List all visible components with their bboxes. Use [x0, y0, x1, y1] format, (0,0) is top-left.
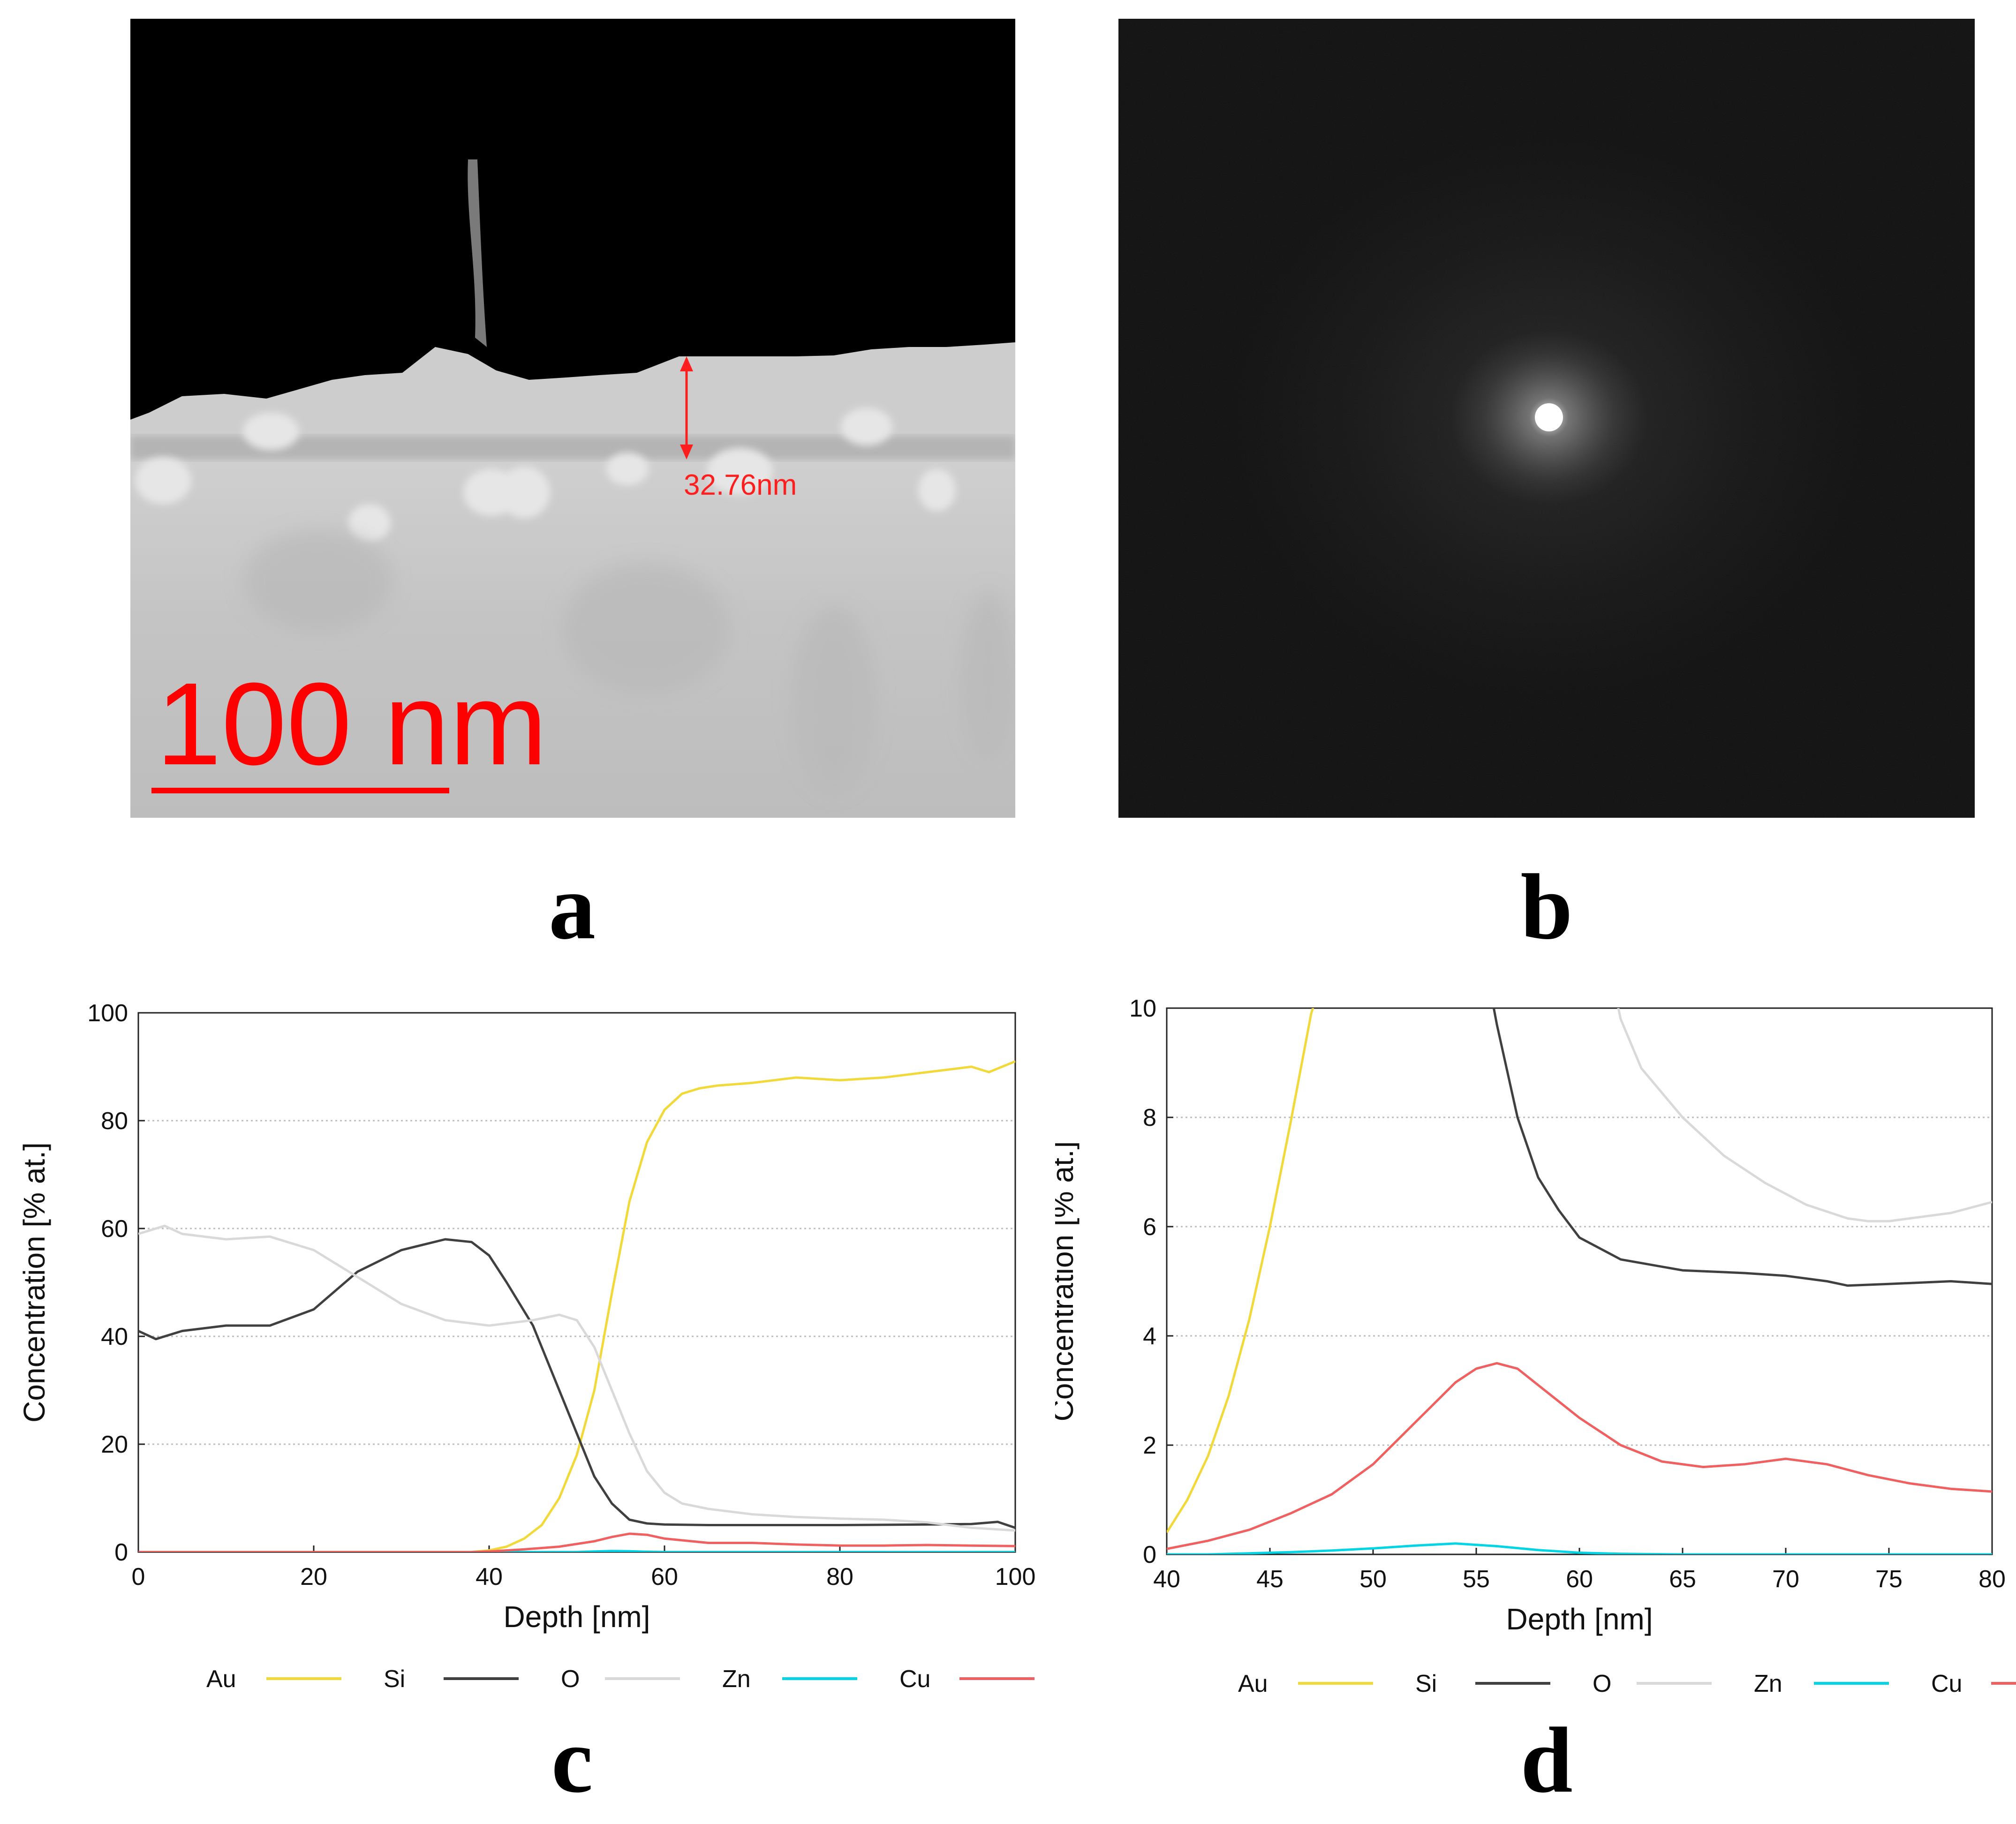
panel-c: 0 20 40 60 80 100 0 20 40 60 80 100 Depth [nm] Concen… [0, 966, 1055, 1716]
legend-label-cu: Cu [1931, 1670, 1962, 1697]
panel-d: 0 2 4 6 8 10 40 45 50 55 60 65 70 75 80 Depth [nm] Conce… [1046, 966, 2016, 1716]
chart-c: 0 20 40 60 80 100 0 20 40 60 80 100 Depth [nm] Concen… [17, 1000, 1036, 1693]
chart-d: 0 2 4 6 8 10 40 45 50 55 60 65 70 75 80 Depth [nm] Conce… [1046, 995, 2016, 1697]
series-line-o [138, 1224, 1015, 1532]
panel-label-a: a [549, 855, 596, 959]
panel-a: 32.76nm 100 nm [130, 19, 1017, 818]
series-line-au [1167, 1008, 1314, 1533]
x-axis-label: Depth [nm] [503, 1600, 650, 1634]
x-tick-label: 75 [1875, 1566, 1903, 1593]
x-tick-label: 80 [1978, 1566, 2006, 1593]
series-line-zn [1167, 1542, 1992, 1554]
x-tick-label: 55 [1463, 1566, 1490, 1593]
legend-label-au: Au [1238, 1670, 1268, 1697]
plot-frame [137, 1012, 1016, 1553]
panel-label-c: c [551, 1709, 593, 1812]
x-tick-label: 45 [1256, 1566, 1284, 1593]
y-tick-label: 100 [87, 1000, 128, 1027]
y-tick-label: 2 [1143, 1432, 1156, 1459]
scale-bar-label: 100 nm [156, 658, 547, 789]
y-tick-label: 8 [1143, 1104, 1156, 1131]
series-line-zn [138, 1550, 1015, 1552]
series-line-si [1492, 1008, 1992, 1287]
fft-image [1118, 19, 1975, 818]
legend-label-zn: Zn [1754, 1670, 1782, 1697]
y-tick-label: 0 [1143, 1541, 1156, 1568]
y-tick-label: 6 [1143, 1213, 1156, 1241]
x-axis-label: Depth [nm] [1506, 1602, 1653, 1636]
x-tick-label: 40 [1153, 1566, 1180, 1593]
legend-label-zn: Zn [722, 1666, 751, 1693]
x-tick-label: 65 [1669, 1566, 1696, 1593]
legend-label-si: Si [1415, 1670, 1437, 1697]
y-tick-label: 20 [101, 1431, 128, 1458]
y-tick-label: 60 [101, 1215, 128, 1243]
measurement-arrow [680, 356, 693, 460]
series-line-au [138, 1060, 1015, 1552]
x-tick-label: 60 [1566, 1566, 1593, 1593]
y-tick-label: 10 [1129, 995, 1156, 1022]
measurement-label: 32.76nm [684, 469, 797, 501]
panel-b [1118, 19, 1975, 818]
y-tick-label: 40 [101, 1323, 128, 1350]
series-line-o [1617, 1008, 1992, 1222]
panel-label-d: d [1520, 1709, 1573, 1812]
series-line-si [138, 1238, 1015, 1529]
x-tick-label: 50 [1359, 1566, 1387, 1593]
legend-label-cu: Cu [899, 1666, 930, 1693]
series-line-cu [138, 1532, 1015, 1552]
x-tick-label: 40 [476, 1563, 503, 1590]
series-group [1167, 1008, 1992, 1554]
x-tick-label: 70 [1772, 1566, 1799, 1593]
x-tick-label: 60 [651, 1563, 678, 1590]
panel-label-b: b [1520, 855, 1573, 959]
tem-image: 32.76nm 100 nm [130, 19, 1017, 818]
y-axis-label: Concentration [% at.] [1055, 1141, 1080, 1422]
x-tick-label: 100 [995, 1563, 1036, 1590]
x-tick-label: 0 [132, 1563, 145, 1590]
y-tick-label: 4 [1143, 1323, 1156, 1350]
legend-label-o: O [1593, 1670, 1611, 1697]
x-tick-label: 80 [826, 1563, 853, 1590]
x-tick-label: 20 [300, 1563, 327, 1590]
legend-label-si: Si [384, 1666, 405, 1693]
y-axis-label: Concentration [% at.] [17, 1142, 51, 1423]
legend-label-au: Au [206, 1666, 236, 1693]
series-group [138, 1060, 1015, 1552]
scale-bar [151, 788, 449, 793]
legend-label-o: O [561, 1666, 580, 1693]
y-tick-label: 0 [114, 1539, 128, 1566]
series-line-cu [1167, 1362, 1992, 1550]
y-tick-label: 80 [101, 1108, 128, 1135]
plot-frame [1166, 1007, 1993, 1555]
